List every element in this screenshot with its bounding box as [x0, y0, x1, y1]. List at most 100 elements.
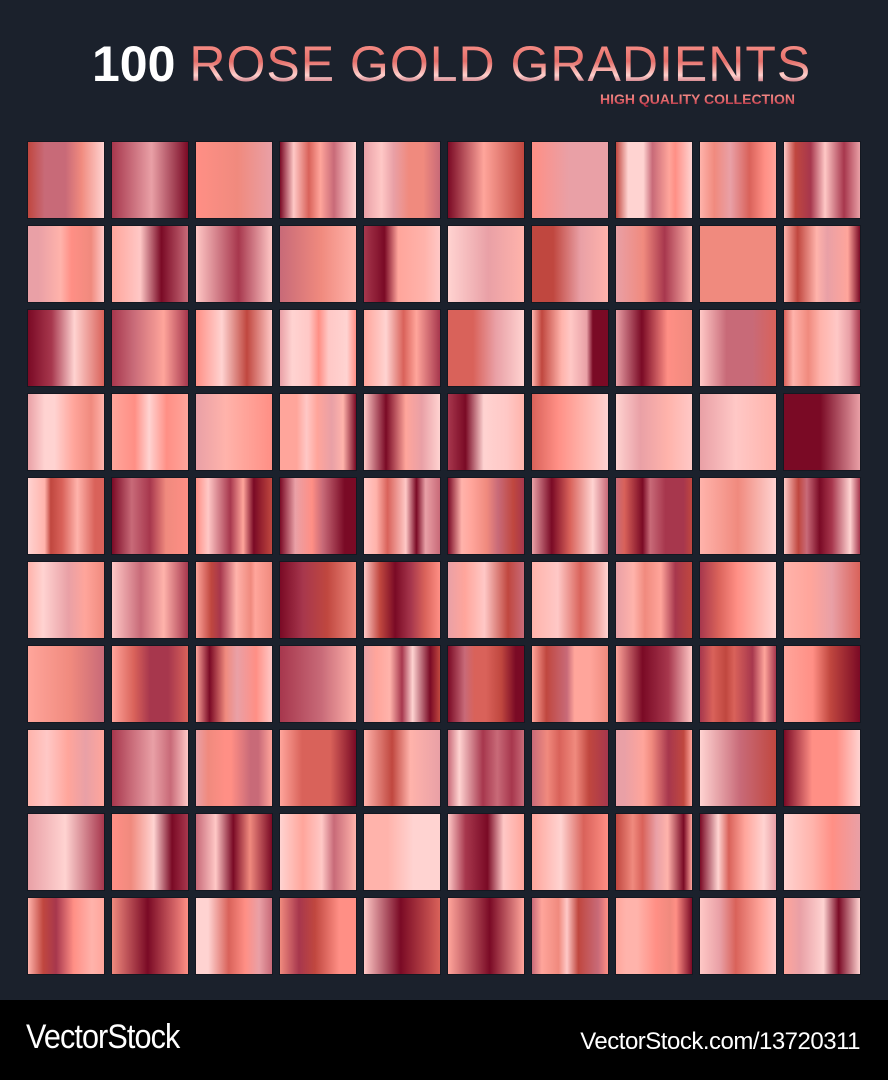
- gradient-swatch: [364, 310, 440, 386]
- image-url: VectorStock.com/13720311: [580, 1028, 860, 1055]
- gradient-swatch: [28, 226, 104, 302]
- gradient-swatch: [280, 478, 356, 554]
- gradient-swatch: [196, 898, 272, 974]
- gradient-swatch: [700, 814, 776, 890]
- gradient-swatch: [616, 730, 692, 806]
- gradient-swatch: [364, 142, 440, 218]
- gradient-swatch: [532, 142, 608, 218]
- gradient-swatch: [448, 310, 524, 386]
- gradient-swatch: [616, 814, 692, 890]
- gradient-swatch: [364, 562, 440, 638]
- gradient-swatch: [28, 898, 104, 974]
- gradient-swatch: [196, 730, 272, 806]
- gradient-swatch: [532, 730, 608, 806]
- subtitle: HIGH QUALITY COLLECTION: [600, 91, 795, 107]
- gradient-swatch: [280, 310, 356, 386]
- gradient-swatch: [448, 394, 524, 470]
- gradient-swatch: [616, 394, 692, 470]
- gradient-swatch: [112, 142, 188, 218]
- gradient-swatch: [112, 646, 188, 722]
- gradient-swatch: [364, 394, 440, 470]
- gradient-swatch: [196, 394, 272, 470]
- gradient-swatch: [784, 394, 860, 470]
- gradient-swatch: [448, 646, 524, 722]
- gradient-swatch: [784, 646, 860, 722]
- gradient-swatch: [616, 478, 692, 554]
- gradient-swatch: [784, 562, 860, 638]
- gradient-swatch: [448, 226, 524, 302]
- gradient-swatch: [280, 142, 356, 218]
- gradient-swatch: [196, 478, 272, 554]
- gradient-swatch: [364, 730, 440, 806]
- gradient-swatch: [196, 142, 272, 218]
- gradient-swatch: [448, 562, 524, 638]
- gradient-swatch: [112, 226, 188, 302]
- gradient-swatch: [448, 142, 524, 218]
- gradient-swatch: [532, 898, 608, 974]
- page-title: 100 ROSE GOLD GRADIENTS: [92, 36, 811, 92]
- gradient-swatch: [784, 310, 860, 386]
- gradient-swatch: [616, 898, 692, 974]
- gradient-swatch: [616, 310, 692, 386]
- gradient-swatch: [784, 478, 860, 554]
- gradient-swatch: [364, 478, 440, 554]
- vectorstock-logo: VectorStock: [26, 1018, 180, 1056]
- gradient-swatch: [700, 898, 776, 974]
- gradient-swatch: [700, 646, 776, 722]
- gradient-swatch: [700, 478, 776, 554]
- gradient-swatch: [112, 730, 188, 806]
- gradient-swatch: [700, 142, 776, 218]
- gradient-swatch: [448, 730, 524, 806]
- gradient-swatch: [532, 646, 608, 722]
- gradient-swatch: [196, 814, 272, 890]
- gradient-swatch: [700, 394, 776, 470]
- gradient-swatch: [280, 730, 356, 806]
- gradient-swatch: [364, 226, 440, 302]
- gradient-swatch: [196, 310, 272, 386]
- gradient-swatch: [784, 142, 860, 218]
- gradient-swatch: [784, 814, 860, 890]
- gradient-swatch: [532, 562, 608, 638]
- gradient-swatch: [364, 898, 440, 974]
- gradient-swatch: [196, 646, 272, 722]
- gradient-swatch: [532, 310, 608, 386]
- gradient-swatch: [700, 310, 776, 386]
- gradient-swatch: [364, 814, 440, 890]
- title-count: 100: [92, 36, 176, 92]
- gradient-swatch: [784, 898, 860, 974]
- gradient-swatch: [280, 646, 356, 722]
- gradient-swatch: [28, 478, 104, 554]
- gradient-swatch: [448, 814, 524, 890]
- gradient-swatch: [280, 562, 356, 638]
- gradient-swatch: [448, 478, 524, 554]
- gradient-swatch: [532, 814, 608, 890]
- gradient-swatch: [364, 646, 440, 722]
- gradient-swatch: [112, 562, 188, 638]
- gradient-swatch: [112, 898, 188, 974]
- gradient-swatch: [196, 562, 272, 638]
- gradient-swatch: [28, 730, 104, 806]
- gradient-swatch: [616, 646, 692, 722]
- gradient-swatch-grid: [28, 142, 860, 974]
- gradient-swatch: [784, 226, 860, 302]
- gradient-swatch: [616, 562, 692, 638]
- gradient-swatch: [280, 226, 356, 302]
- gradient-swatch: [28, 142, 104, 218]
- gradient-swatch: [112, 310, 188, 386]
- gradient-swatch: [784, 730, 860, 806]
- gradient-swatch: [28, 394, 104, 470]
- gradient-swatch: [28, 562, 104, 638]
- gradient-swatch: [28, 310, 104, 386]
- gradient-swatch: [28, 814, 104, 890]
- gradient-swatch: [448, 898, 524, 974]
- gradient-swatch: [616, 142, 692, 218]
- gradient-swatch: [616, 226, 692, 302]
- footer-bar: VectorStock VectorStock.com/13720311: [0, 1000, 888, 1080]
- gradient-swatch: [28, 646, 104, 722]
- gradient-swatch: [700, 562, 776, 638]
- gradient-swatch: [280, 394, 356, 470]
- gradient-swatch: [700, 226, 776, 302]
- gradient-swatch: [532, 394, 608, 470]
- gradient-swatch: [112, 814, 188, 890]
- gradient-swatch: [112, 478, 188, 554]
